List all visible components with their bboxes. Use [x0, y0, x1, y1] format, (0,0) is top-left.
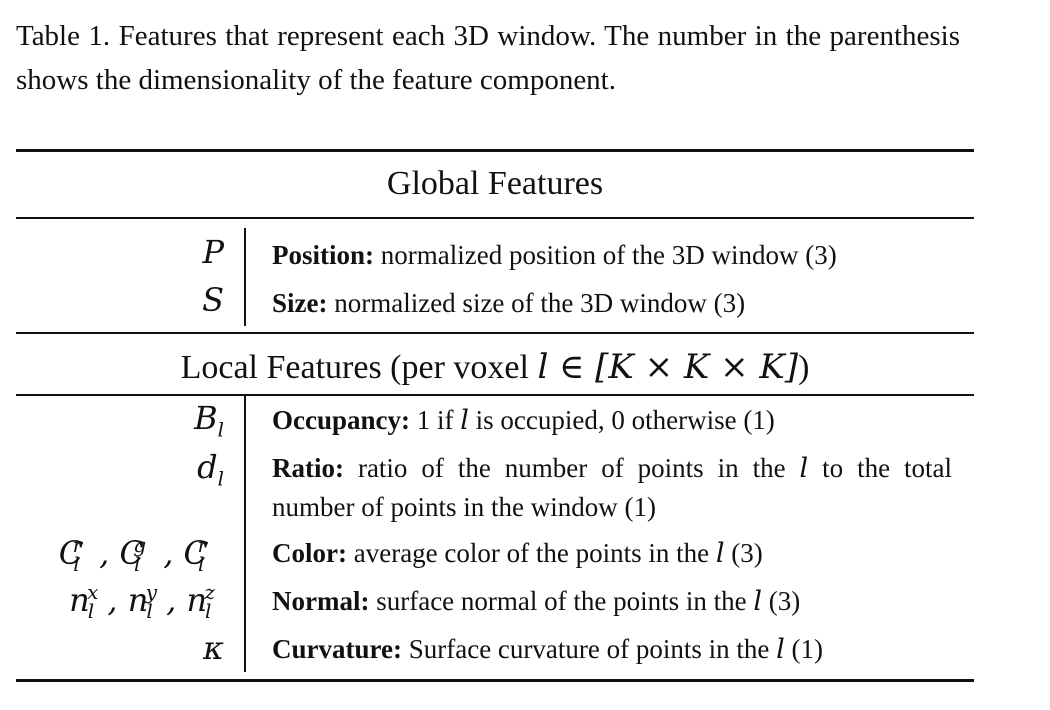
color-text-post: (3)	[724, 538, 763, 568]
normal-description: Normal: surface normal of the points in …	[272, 582, 952, 621]
ratio-text-pre: ratio of the number of points in the	[357, 453, 800, 483]
table-caption: Table 1. Features that represent each 3D…	[16, 20, 960, 96]
ratio-symbol: dl	[197, 448, 224, 491]
normal-var: l	[753, 586, 763, 617]
local-column-divider	[244, 396, 246, 672]
occupancy-text-pre: 1 if	[416, 405, 461, 435]
size-description: Size: normalized size of the 3D window (…	[272, 284, 952, 322]
local-heading-suffix: )	[798, 349, 810, 386]
normal-text-pre: surface normal of the points in the	[376, 586, 754, 616]
size-symbol: S	[202, 281, 224, 319]
global-heading-rule	[16, 217, 974, 219]
curvature-label: Curvature:	[272, 634, 402, 664]
occupancy-label: Occupancy:	[272, 405, 410, 435]
ratio-description: Ratio: ratio of the number of points in …	[272, 449, 952, 526]
position-description: Position: normalized position of the 3D …	[272, 236, 952, 274]
global-column-divider	[244, 228, 246, 326]
color-var: l	[715, 538, 725, 569]
color-text-pre: average color of the points in the	[353, 538, 716, 568]
occupancy-var: l	[460, 405, 469, 436]
position-label: Position:	[272, 240, 375, 270]
curvature-text-post: (1)	[784, 634, 823, 664]
position-text: normalized position of the 3D window (3)	[380, 240, 837, 270]
ratio-var: l	[799, 453, 809, 484]
size-label: Size:	[272, 288, 328, 318]
local-heading-rule	[16, 394, 974, 396]
normal-label: Normal:	[272, 586, 370, 616]
color-description: Color: average color of the points in th…	[272, 534, 952, 573]
occupancy-description: Occupancy: 1 if l is occupied, 0 otherwi…	[272, 401, 952, 440]
global-features-heading: Global Features	[386, 165, 604, 202]
color-symbol: Clr, Clg, Clr	[58, 533, 209, 577]
top-rule	[16, 149, 974, 152]
curvature-var: l	[776, 634, 785, 665]
local-features-heading: Local Features (per voxel l ∈ [K × K × K…	[16, 347, 974, 388]
ratio-label: Ratio:	[272, 453, 344, 483]
local-heading-math: l ∈ [K × K × K]	[537, 347, 799, 387]
global-bottom-rule	[16, 332, 974, 334]
normal-text-post: (3)	[762, 586, 801, 616]
color-label: Color:	[272, 538, 347, 568]
bottom-rule	[16, 679, 974, 682]
curvature-symbol: κ	[203, 629, 224, 667]
curvature-description: Curvature: Surface curvature of points i…	[272, 630, 952, 669]
curvature-text-pre: Surface curvature of points in the	[408, 634, 777, 664]
size-text: normalized size of the 3D window (3)	[334, 288, 746, 318]
local-heading-prefix: Local Features (per voxel	[180, 349, 538, 386]
ratio-text-post: to the total number of points in the win…	[272, 453, 953, 522]
normal-symbol: nlx, nly, nlz	[69, 580, 215, 624]
position-symbol: P	[202, 233, 224, 271]
occupancy-text-post: is occupied, 0 otherwise (1)	[468, 405, 775, 435]
occupancy-symbol: Bl	[194, 399, 224, 442]
